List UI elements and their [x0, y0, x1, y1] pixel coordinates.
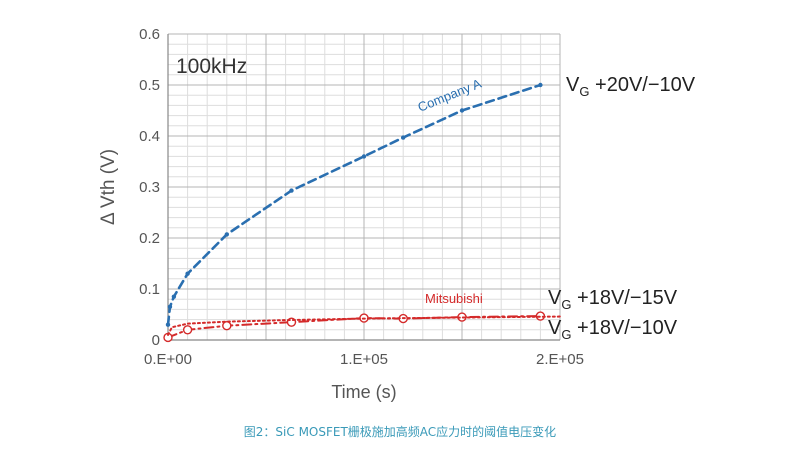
condition-value: +18V/−10V — [571, 317, 677, 339]
series-line-2 — [167, 315, 561, 336]
data-point — [459, 108, 465, 113]
series-name-label: Mitsubishi — [425, 291, 483, 306]
condition-subscript: G — [561, 297, 571, 312]
condition-subscript: G — [579, 84, 589, 99]
x-tick-label: 1.E+05 — [340, 351, 388, 368]
y-tick-label: 0.5 — [139, 77, 160, 94]
series-condition-label: VG +18V/−15V — [548, 287, 678, 312]
data-point — [167, 304, 173, 310]
figure-caption: 图2：SiC MOSFET栅极施加高频AC应力时的阈值电压变化 — [243, 425, 557, 439]
data-point — [222, 321, 232, 331]
condition-main: V — [548, 317, 562, 339]
data-point — [289, 188, 294, 193]
y-tick-label: 0.6 — [139, 26, 160, 43]
condition-main: V — [566, 74, 580, 96]
data-point — [224, 232, 229, 237]
condition-value: +20V/−10V — [589, 74, 695, 96]
series-condition-label: VG +18V/−10V — [548, 317, 678, 342]
data-point — [165, 322, 171, 327]
x-tick-label: 0.E+00 — [144, 351, 192, 368]
x-tick-label: 2.E+05 — [536, 351, 584, 368]
chart: 0 0.1 0.2 0.3 0.4 0.5 0.6 0.E+00 1.E+05 2.E+05 Tim… — [98, 26, 696, 402]
y-tick-label: 0 — [152, 332, 160, 349]
data-point — [185, 271, 190, 276]
condition-subscript: G — [561, 327, 571, 342]
data-point — [361, 154, 367, 159]
data-point — [171, 294, 177, 299]
y-tick-label: 0.4 — [139, 128, 160, 145]
x-axis-label: Time (s) — [331, 382, 396, 402]
y-axis-label: Δ Vth (V) — [98, 149, 119, 225]
condition-value: +18V/−15V — [571, 287, 677, 309]
series-condition-label: VG +20V/−10V — [566, 74, 696, 99]
series-line-0 — [166, 83, 542, 326]
data-point — [401, 135, 406, 140]
data-point — [182, 325, 193, 335]
y-tick-label: 0.1 — [139, 281, 160, 298]
frequency-annotation: 100kHz — [176, 55, 247, 78]
data-point — [538, 82, 543, 88]
y-tick-label: 0.2 — [139, 230, 160, 247]
y-tick-label: 0.3 — [139, 179, 160, 196]
condition-main: V — [548, 287, 562, 309]
